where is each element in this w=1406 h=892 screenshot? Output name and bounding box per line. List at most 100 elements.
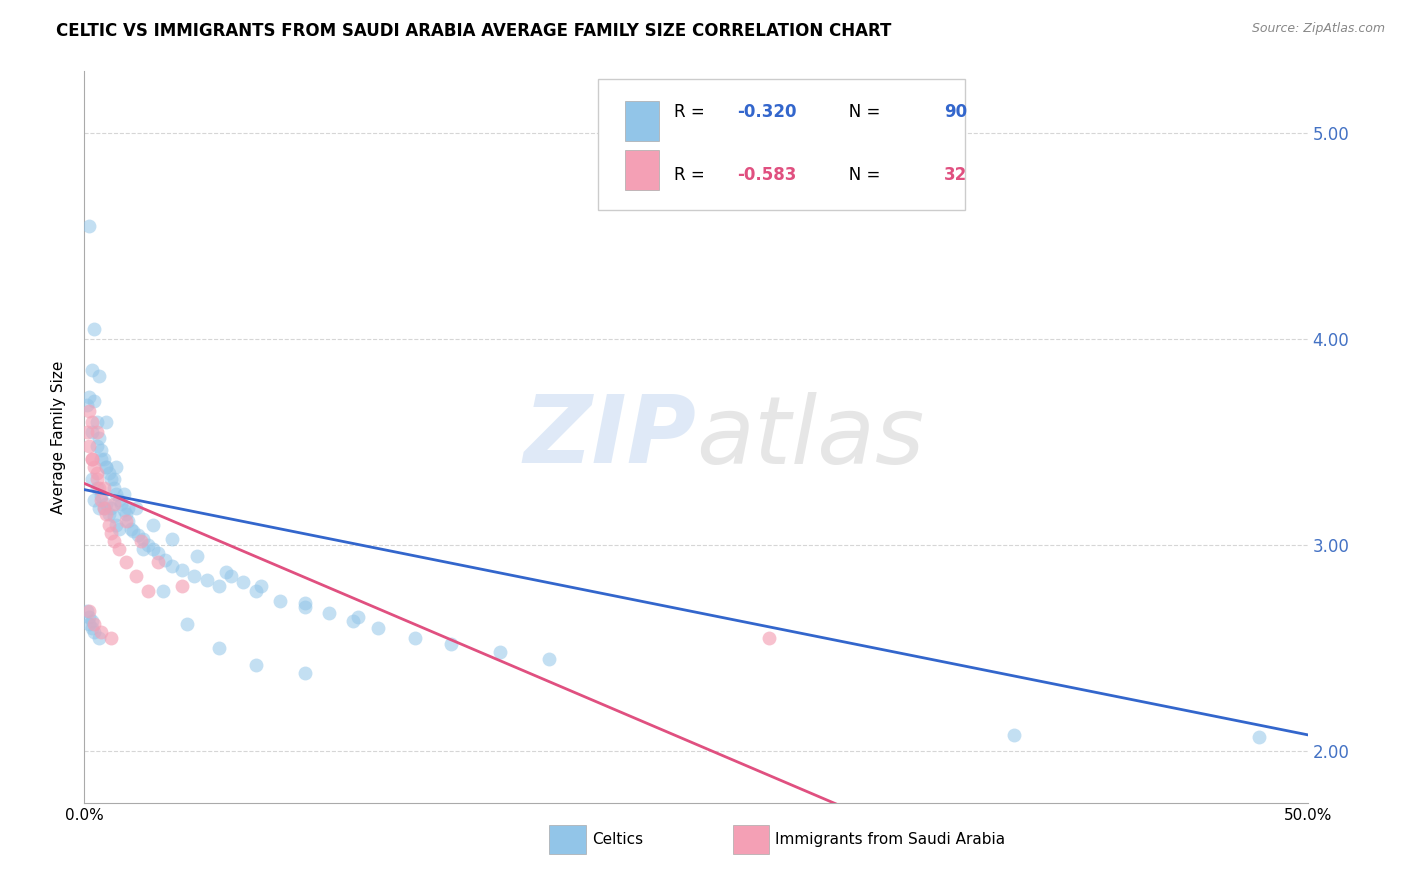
Point <box>96 459 118 474</box>
FancyBboxPatch shape <box>550 825 586 854</box>
Point <box>77 219 100 233</box>
Point <box>152 583 174 598</box>
Text: R =: R = <box>673 166 710 185</box>
Point <box>90 443 112 458</box>
Text: 32: 32 <box>945 166 967 185</box>
Point <box>80 615 103 629</box>
Point <box>77 390 100 404</box>
Point <box>186 549 208 563</box>
Point <box>758 631 780 645</box>
Point <box>132 532 155 546</box>
FancyBboxPatch shape <box>598 78 965 211</box>
Point <box>1002 728 1025 742</box>
Point <box>110 497 132 511</box>
Point <box>103 497 125 511</box>
Point <box>367 621 389 635</box>
Point <box>87 481 110 495</box>
Point <box>76 604 98 618</box>
Point <box>142 542 165 557</box>
Point <box>93 501 115 516</box>
Point <box>294 600 316 615</box>
Point <box>105 459 128 474</box>
Point <box>112 487 135 501</box>
Point <box>347 610 370 624</box>
Point <box>232 575 254 590</box>
Point <box>86 439 108 453</box>
Point <box>115 514 138 528</box>
Point <box>176 616 198 631</box>
Point <box>105 487 128 501</box>
Point <box>87 431 110 445</box>
Point <box>96 497 118 511</box>
Point <box>136 538 159 552</box>
Point <box>215 565 238 579</box>
Point <box>86 466 108 480</box>
Point <box>142 517 165 532</box>
Point <box>162 558 184 573</box>
Point <box>103 509 125 524</box>
Point <box>96 459 118 474</box>
Point <box>90 451 112 466</box>
Point <box>107 492 129 507</box>
Text: R =: R = <box>673 103 710 120</box>
Point <box>132 542 155 557</box>
Point <box>86 481 108 495</box>
Point <box>83 322 105 336</box>
Point <box>100 501 122 516</box>
Point <box>100 631 122 645</box>
Point <box>103 534 125 549</box>
Point <box>107 542 129 557</box>
Text: atlas: atlas <box>696 392 924 483</box>
Point <box>120 522 142 536</box>
Point <box>90 492 112 507</box>
Point <box>195 574 218 588</box>
Point <box>245 583 267 598</box>
Point <box>122 524 145 538</box>
Point <box>80 472 103 486</box>
Point <box>97 508 120 522</box>
Point <box>125 501 148 516</box>
Point <box>83 624 105 639</box>
Point <box>97 466 120 480</box>
Point <box>172 563 194 577</box>
Point <box>440 637 463 651</box>
Point <box>100 525 122 540</box>
Point <box>117 501 139 516</box>
Point <box>129 534 152 549</box>
Text: Source: ZipAtlas.com: Source: ZipAtlas.com <box>1251 22 1385 36</box>
Point <box>80 451 103 466</box>
Point <box>86 425 108 439</box>
Text: Celtics: Celtics <box>592 832 643 847</box>
Point <box>80 363 103 377</box>
Point <box>86 472 108 486</box>
Point <box>83 492 105 507</box>
Point <box>146 547 169 561</box>
Point <box>83 459 105 474</box>
Point <box>86 415 108 429</box>
Point <box>90 624 112 639</box>
Text: -0.320: -0.320 <box>738 103 797 120</box>
Point <box>87 631 110 645</box>
Point <box>93 501 115 516</box>
Point <box>146 555 169 569</box>
Point <box>208 579 231 593</box>
Point <box>87 369 110 384</box>
Point <box>404 631 426 645</box>
Point <box>97 517 120 532</box>
Point <box>294 665 316 680</box>
Point <box>162 532 184 546</box>
Point <box>1247 730 1270 744</box>
Point <box>96 415 118 429</box>
Point <box>172 579 194 593</box>
Point <box>538 651 561 665</box>
FancyBboxPatch shape <box>733 825 769 854</box>
Point <box>80 415 103 429</box>
Point <box>80 425 103 439</box>
Point <box>103 472 125 486</box>
Point <box>489 645 512 659</box>
Point <box>219 569 242 583</box>
Text: -0.583: -0.583 <box>738 166 797 185</box>
Point <box>77 439 100 453</box>
Point <box>153 552 176 566</box>
Point <box>115 508 138 522</box>
